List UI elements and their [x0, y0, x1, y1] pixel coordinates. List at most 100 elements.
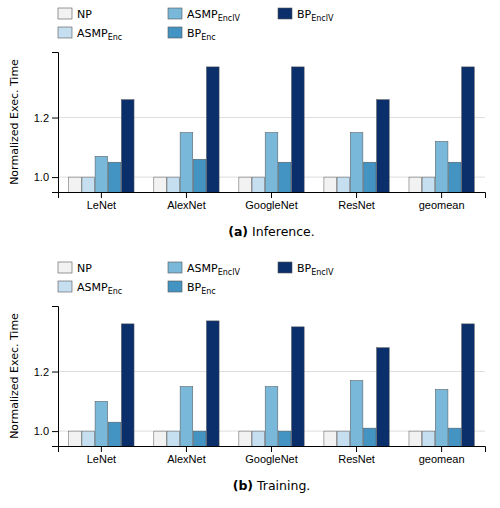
- bar: [435, 141, 448, 192]
- x-tick: AlexNet: [167, 446, 206, 465]
- bar: [252, 177, 265, 192]
- x-tick-mark: [101, 192, 102, 198]
- bar: [265, 132, 278, 192]
- bar: [363, 428, 376, 446]
- bar-series: [108, 159, 461, 192]
- legend-label-main: BP: [297, 8, 312, 21]
- legend-label: ASMPEnclV: [187, 262, 240, 277]
- bar-series: [95, 380, 448, 446]
- legend-label: BPEnclV: [297, 8, 334, 23]
- bar: [350, 132, 363, 192]
- bar: [180, 132, 193, 192]
- y-tick-label: 1.2: [34, 366, 49, 378]
- bar: [278, 431, 291, 446]
- legend-label-main: ASMP: [187, 8, 218, 21]
- legend-label-sub: EnclV: [218, 268, 241, 277]
- y-axis-title: Normalized Exec. Time: [8, 59, 21, 185]
- x-tick-mark: [101, 446, 102, 452]
- x-tick: GoogleNet: [245, 192, 298, 211]
- legend-label-sub: EnclV: [218, 14, 241, 23]
- bar: [435, 389, 448, 446]
- x-tick: LeNet: [87, 446, 116, 465]
- legend-label: ASMPEnc: [77, 27, 122, 42]
- bar: [324, 177, 337, 192]
- y-tick: 1.2: [34, 112, 58, 124]
- legend-item: NP: [58, 8, 92, 21]
- legend-label-sub: Enc: [201, 287, 216, 296]
- y-axis-line: [52, 53, 59, 193]
- x-tick-label: LeNet: [87, 453, 116, 465]
- caption: (a) Inference.: [228, 224, 315, 239]
- legend-label: BPEnclV: [297, 262, 334, 277]
- legend-swatch: [168, 27, 182, 38]
- legend-swatch: [168, 281, 182, 292]
- bar: [108, 422, 121, 446]
- y-axis: 1.0 1.2: [34, 53, 59, 193]
- legend: NPASMPEncASMPEnclVBPEncBPEnclV: [58, 8, 334, 42]
- legend-swatch: [278, 8, 292, 19]
- x-tick-mark: [271, 446, 272, 452]
- legend-label-main: BP: [187, 281, 202, 294]
- bar: [69, 177, 82, 192]
- legend-label: BPEnc: [187, 27, 216, 42]
- legend-item: BPEnclV: [278, 8, 334, 23]
- legend-swatch: [168, 8, 182, 19]
- bar: [82, 431, 95, 446]
- legend-swatch: [168, 262, 182, 273]
- bar: [121, 100, 134, 192]
- plot-area: 1.0 1.2 LeNet AlexNet GoogleNet ResNet geomean…: [8, 53, 486, 475]
- bar: [462, 67, 475, 192]
- legend-item: NP: [58, 262, 92, 275]
- bar: [95, 401, 108, 446]
- figure: 1.0 1.2 LeNet AlexNet GoogleNet ResNet geomean…: [0, 0, 500, 508]
- bar: [422, 177, 435, 192]
- x-tick-label: AlexNet: [167, 199, 206, 211]
- x-tick-mark: [271, 192, 272, 198]
- y-tick: 1.0: [34, 171, 58, 183]
- bar: [239, 177, 252, 192]
- legend-item: ASMPEnc: [58, 27, 122, 42]
- legend-item: ASMPEnclV: [168, 262, 240, 277]
- legend-label-sub: Enc: [108, 33, 123, 42]
- x-tick: geomean: [419, 446, 465, 465]
- legend-label-main: BP: [187, 27, 202, 40]
- x-axis-line: [59, 193, 486, 199]
- bar: [108, 162, 121, 192]
- bar: [180, 386, 193, 446]
- panel: 1.0 1.2 LeNet AlexNet GoogleNet ResNet geomean…: [8, 8, 486, 475]
- x-tick-label: AlexNet: [167, 453, 206, 465]
- bar: [154, 431, 167, 446]
- bar: [462, 324, 475, 446]
- y-tick-label: 1.2: [34, 112, 49, 124]
- bar-series: [121, 321, 474, 446]
- x-axis: LeNetAlexNetGoogleNetResNetgeomean: [59, 446, 486, 465]
- legend-label: NP: [77, 262, 92, 275]
- bar: [69, 431, 82, 446]
- y-tick: 1.0: [34, 425, 58, 437]
- legend-label: NP: [77, 8, 92, 21]
- bars: [69, 67, 475, 192]
- legend: NPASMPEncASMPEnclVBPEncBPEnclV: [58, 262, 334, 296]
- legend-label-sub: EnclV: [311, 14, 334, 23]
- y-axis-line: [52, 307, 59, 447]
- y-tick-mark: [52, 372, 58, 373]
- bar: [95, 156, 108, 192]
- bar: [206, 321, 219, 446]
- y-tick: 1.2: [34, 366, 58, 378]
- x-axis: LeNetAlexNetGoogleNetResNetgeomean: [59, 192, 486, 211]
- bar: [193, 159, 206, 192]
- x-tick: LeNet: [87, 192, 116, 211]
- legend-label: ASMPEnclV: [187, 8, 240, 23]
- bar: [448, 428, 461, 446]
- legend-label-main: BP: [297, 262, 312, 275]
- x-tick-label: GoogleNet: [245, 453, 298, 465]
- x-tick-label: geomean: [419, 453, 465, 465]
- plot-area: 1.01.2LeNetAlexNetGoogleNetResNetgeomean…: [8, 307, 486, 508]
- bar: [350, 380, 363, 446]
- bar: [121, 324, 134, 446]
- x-tick-label: ResNet: [338, 199, 375, 211]
- legend-label-main: ASMP: [77, 281, 108, 294]
- bar: [409, 431, 422, 446]
- caption-tag: (b): [233, 478, 253, 493]
- x-axis-line: [59, 447, 486, 453]
